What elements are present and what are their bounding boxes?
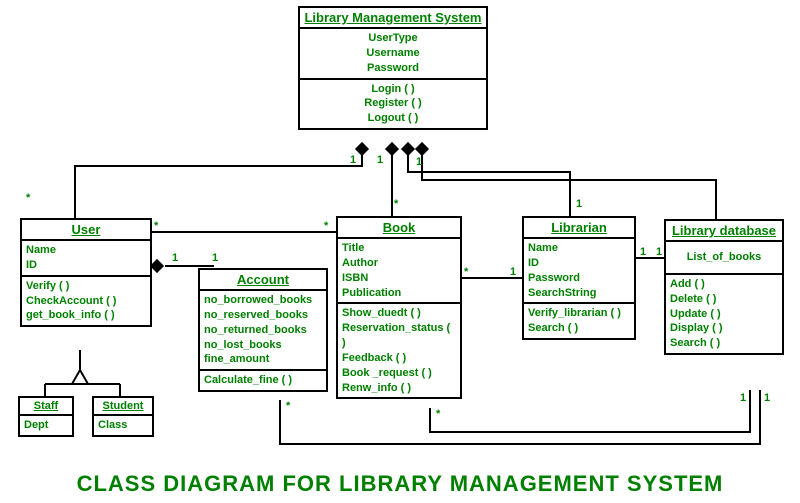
class-attrs: UserType Username Password (300, 29, 486, 80)
class-attrs: Class (94, 416, 152, 435)
mult: * (394, 198, 398, 210)
mult: * (154, 220, 158, 232)
mult: 1 (656, 246, 662, 258)
class-attrs: List_of_books (666, 242, 782, 275)
mult: * (324, 220, 328, 232)
diamond-lms-book (385, 142, 399, 156)
class-title: Library database (666, 221, 782, 242)
class-title: Student (94, 398, 152, 416)
mult: 1 (640, 246, 646, 258)
class-ops: Verify ( ) CheckAccount ( ) get_book_inf… (22, 277, 150, 326)
class-lms: Library Management System UserType Usern… (298, 6, 488, 130)
class-title: Account (200, 270, 326, 291)
class-ops: Calculate_fine ( ) (200, 371, 326, 390)
mult: 1 (510, 266, 516, 278)
mult: 1 (377, 154, 383, 166)
class-account: Account no_borrowed_books no_reserved_bo… (198, 268, 328, 392)
mult: 1 (212, 252, 218, 264)
diamond-lms-user (355, 142, 369, 156)
class-ops: Show_duedt ( ) Reservation_status ( ) Fe… (338, 304, 460, 397)
class-db: Library database List_of_books Add ( ) D… (664, 219, 784, 355)
class-attrs: no_borrowed_books no_reserved_books no_r… (200, 291, 326, 371)
class-title: Librarian (524, 218, 634, 239)
class-attrs: Name ID Password SearchString (524, 239, 634, 304)
diamond-user-account (150, 259, 164, 273)
mult: 1 (416, 156, 422, 168)
diamond-lms-librarian (401, 142, 415, 156)
mult: * (26, 192, 30, 204)
mult: 1 (172, 252, 178, 264)
class-title: Staff (20, 398, 72, 416)
page-title: CLASS DIAGRAM FOR LIBRARY MANAGEMENT SYS… (0, 471, 800, 497)
class-title: Library Management System (300, 8, 486, 29)
class-ops: Login ( ) Register ( ) Logout ( ) (300, 80, 486, 129)
mult: * (286, 400, 290, 412)
class-book: Book Title Author ISBN Publication Show_… (336, 216, 462, 399)
class-title: Book (338, 218, 460, 239)
mult: * (436, 408, 440, 420)
diamond-lms-db (415, 142, 429, 156)
mult: 1 (764, 392, 770, 404)
mult: 1 (576, 198, 582, 210)
class-ops: Verify_librarian ( ) Search ( ) (524, 304, 634, 338)
mult: 1 (740, 392, 746, 404)
mult: 1 (350, 154, 356, 166)
class-user: User Name ID Verify ( ) CheckAccount ( )… (20, 218, 152, 327)
class-staff: Staff Dept (18, 396, 74, 437)
class-ops: Add ( ) Delete ( ) Update ( ) Display ( … (666, 275, 782, 353)
class-attrs: Title Author ISBN Publication (338, 239, 460, 304)
class-student: Student Class (92, 396, 154, 437)
class-title: User (22, 220, 150, 241)
class-attrs: Dept (20, 416, 72, 435)
mult: * (464, 266, 468, 278)
class-attrs: Name ID (22, 241, 150, 277)
class-librarian: Librarian Name ID Password SearchString … (522, 216, 636, 340)
